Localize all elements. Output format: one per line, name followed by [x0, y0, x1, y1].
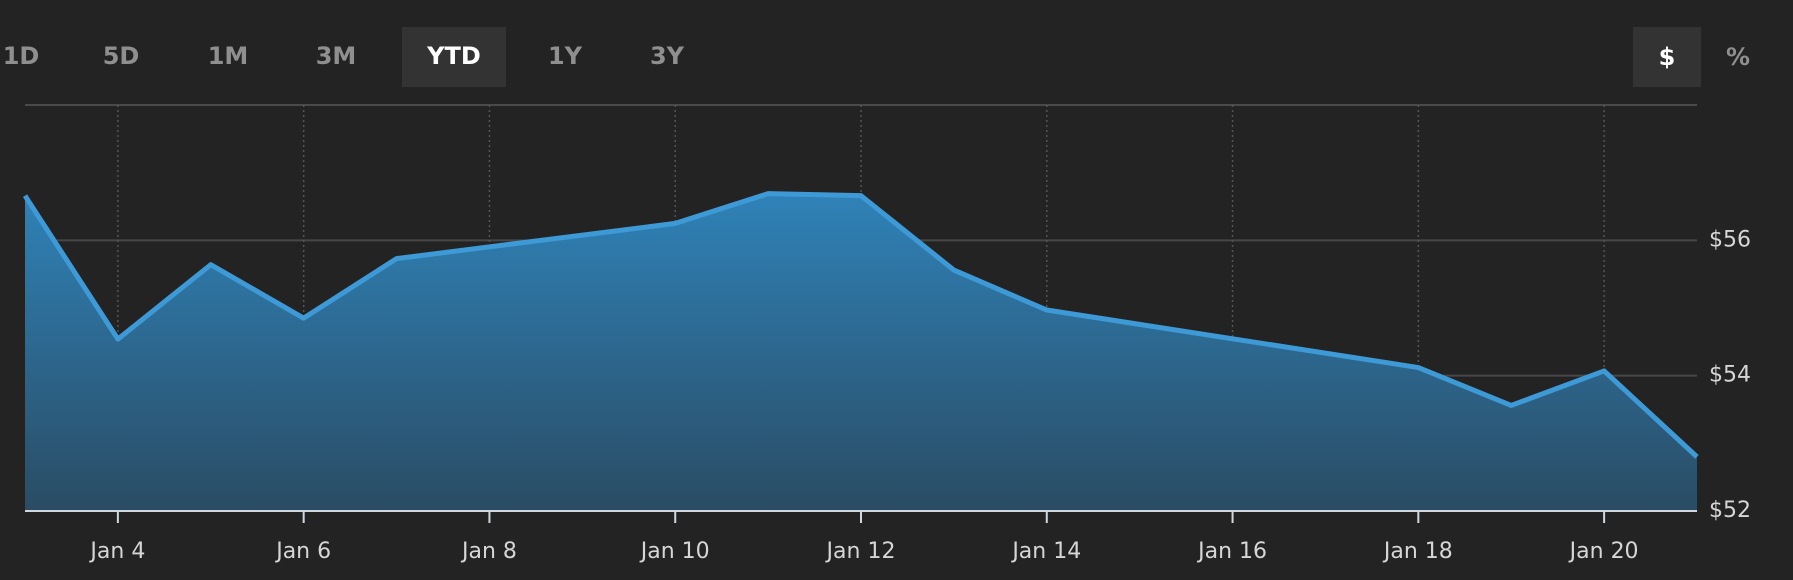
x-tick-label: Jan 16 — [1196, 539, 1267, 564]
y-tick-label: $56 — [1709, 227, 1751, 252]
unit-button[interactable]: % — [1726, 43, 1750, 71]
x-tick-label: Jan 14 — [1010, 539, 1081, 564]
area-fill — [25, 193, 1697, 512]
range-button[interactable]: 1M — [208, 42, 249, 70]
x-tick-label: Jan 8 — [460, 539, 517, 564]
x-tick-label: Jan 6 — [274, 539, 331, 564]
range-button[interactable]: YTD — [426, 42, 481, 70]
range-button[interactable]: 1Y — [548, 42, 583, 70]
price-line — [22, 191, 1699, 459]
range-button[interactable]: 1D — [3, 42, 40, 70]
range-button[interactable]: 3M — [316, 42, 357, 70]
active-button-bg — [1633, 27, 1701, 87]
range-button[interactable]: 5D — [103, 42, 140, 70]
x-tick-label: Jan 4 — [88, 539, 145, 564]
x-tick-label: Jan 20 — [1568, 539, 1639, 564]
y-tick-label: $54 — [1709, 363, 1751, 388]
range-button[interactable]: 3Y — [650, 42, 685, 70]
x-tick-label: Jan 10 — [639, 539, 710, 564]
x-tick-label: Jan 18 — [1382, 539, 1453, 564]
unit-button[interactable]: $ — [1659, 43, 1676, 71]
active-button-bg — [402, 27, 506, 87]
x-tick-label: Jan 12 — [825, 539, 896, 564]
y-tick-label: $52 — [1709, 498, 1751, 523]
